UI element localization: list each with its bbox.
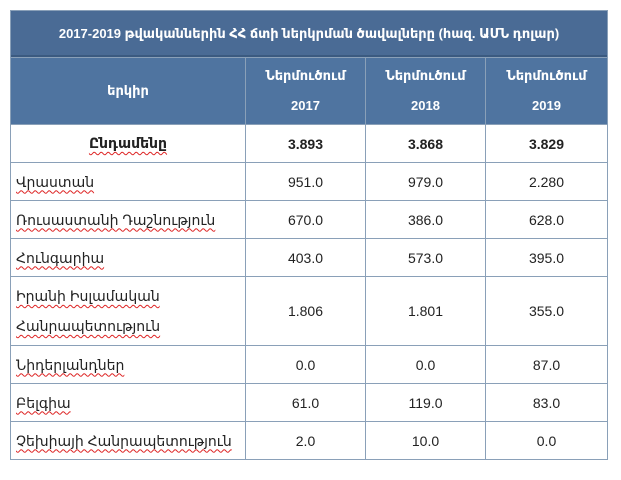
value-cell: 119.0 bbox=[365, 383, 486, 422]
table-row: Չեխիայի Հանրապետություն 2.0 10.0 0.0 bbox=[10, 421, 608, 460]
country-cell: Բելգիա bbox=[10, 383, 246, 422]
country-cell: Հունգարիա bbox=[10, 238, 246, 277]
country-cell: Վրաստան bbox=[10, 162, 246, 201]
value-cell: 573.0 bbox=[365, 238, 486, 277]
value-cell: 979.0 bbox=[365, 162, 486, 201]
value-cell: 0.0 bbox=[365, 345, 486, 384]
value-cell: 83.0 bbox=[485, 383, 608, 422]
header-country-label: երկիր bbox=[107, 83, 149, 98]
header-year: 2019 bbox=[532, 98, 561, 113]
value-cell: 395.0 bbox=[485, 238, 608, 277]
value-cell: 628.0 bbox=[485, 200, 608, 239]
total-label-cell: Ընդամենը bbox=[10, 124, 246, 163]
table-header-row: երկիր Ներմուծում 2017 Ներմուծում 2018 Ներմ… bbox=[10, 57, 608, 125]
header-year: 2017 bbox=[291, 98, 320, 113]
total-value: 3.893 bbox=[245, 124, 366, 163]
value-cell: 61.0 bbox=[245, 383, 366, 422]
value-cell: 0.0 bbox=[485, 421, 608, 460]
table-row-total: Ընդամենը 3.893 3.868 3.829 bbox=[10, 124, 608, 163]
header-label: Ներմուծում bbox=[265, 68, 346, 83]
table-row: Նիդերլանդներ 0.0 0.0 87.0 bbox=[10, 345, 608, 384]
header-2018: Ներմուծում 2018 bbox=[365, 57, 486, 125]
value-cell: 2.280 bbox=[485, 162, 608, 201]
country-name: Չեխիայի Հանրապետություն bbox=[16, 432, 232, 449]
value-cell: 386.0 bbox=[365, 200, 486, 239]
value-cell: 670.0 bbox=[245, 200, 366, 239]
country-name: Վրաստան bbox=[16, 173, 95, 190]
total-value: 3.829 bbox=[485, 124, 608, 163]
table-row: Ռուսաստանի Դաշնություն 670.0 386.0 628.0 bbox=[10, 200, 608, 239]
header-label: Ներմուծում bbox=[385, 68, 466, 83]
country-cell: Նիդերլանդներ bbox=[10, 345, 246, 384]
value-cell: 403.0 bbox=[245, 238, 366, 277]
country-name-line2: Հանրապետություն bbox=[16, 318, 161, 334]
country-name: Ռուսաստանի Դաշնություն bbox=[16, 211, 216, 228]
country-name: Հունգարիա bbox=[16, 249, 105, 266]
table-title-row: 2017-2019 թվականներին ՀՀ ճտի ներկրման ծա… bbox=[10, 10, 608, 58]
header-country: երկիր bbox=[10, 57, 246, 125]
value-cell: 1.806 bbox=[245, 276, 366, 346]
header-year: 2018 bbox=[411, 98, 440, 113]
table-title: 2017-2019 թվականներին ՀՀ ճտի ներկրման ծա… bbox=[10, 10, 608, 58]
import-volumes-table-container: 2017-2019 թվականներին ՀՀ ճտի ներկրման ծա… bbox=[10, 10, 608, 460]
total-value: 3.868 bbox=[365, 124, 486, 163]
value-cell: 2.0 bbox=[245, 421, 366, 460]
value-cell: 1.801 bbox=[365, 276, 486, 346]
table-row: Հունգարիա 403.0 573.0 395.0 bbox=[10, 238, 608, 277]
country-cell: Իրանի Իսլամական Հանրապետություն bbox=[10, 276, 246, 346]
total-label: Ընդամենը bbox=[88, 135, 168, 151]
table-row: Բելգիա 61.0 119.0 83.0 bbox=[10, 383, 608, 422]
header-2019: Ներմուծում 2019 bbox=[485, 57, 608, 125]
country-name-line1: Իրանի Իսլամական bbox=[16, 288, 160, 304]
header-2017: Ներմուծում 2017 bbox=[245, 57, 366, 125]
value-cell: 355.0 bbox=[485, 276, 608, 346]
value-cell: 951.0 bbox=[245, 162, 366, 201]
country-cell: Ռուսաստանի Դաշնություն bbox=[10, 200, 246, 239]
table-row: Իրանի Իսլամական Հանրապետություն 1.806 1.8… bbox=[10, 276, 608, 346]
value-cell: 87.0 bbox=[485, 345, 608, 384]
country-cell: Չեխիայի Հանրապետություն bbox=[10, 421, 246, 460]
value-cell: 10.0 bbox=[365, 421, 486, 460]
value-cell: 0.0 bbox=[245, 345, 366, 384]
import-volumes-table: 2017-2019 թվականներին ՀՀ ճտի ներկրման ծա… bbox=[10, 10, 608, 460]
table-row: Վրաստան 951.0 979.0 2.280 bbox=[10, 162, 608, 201]
country-name: Բելգիա bbox=[16, 394, 71, 411]
country-name: Նիդերլանդներ bbox=[16, 356, 125, 373]
header-label: Ներմուծում bbox=[506, 68, 587, 83]
